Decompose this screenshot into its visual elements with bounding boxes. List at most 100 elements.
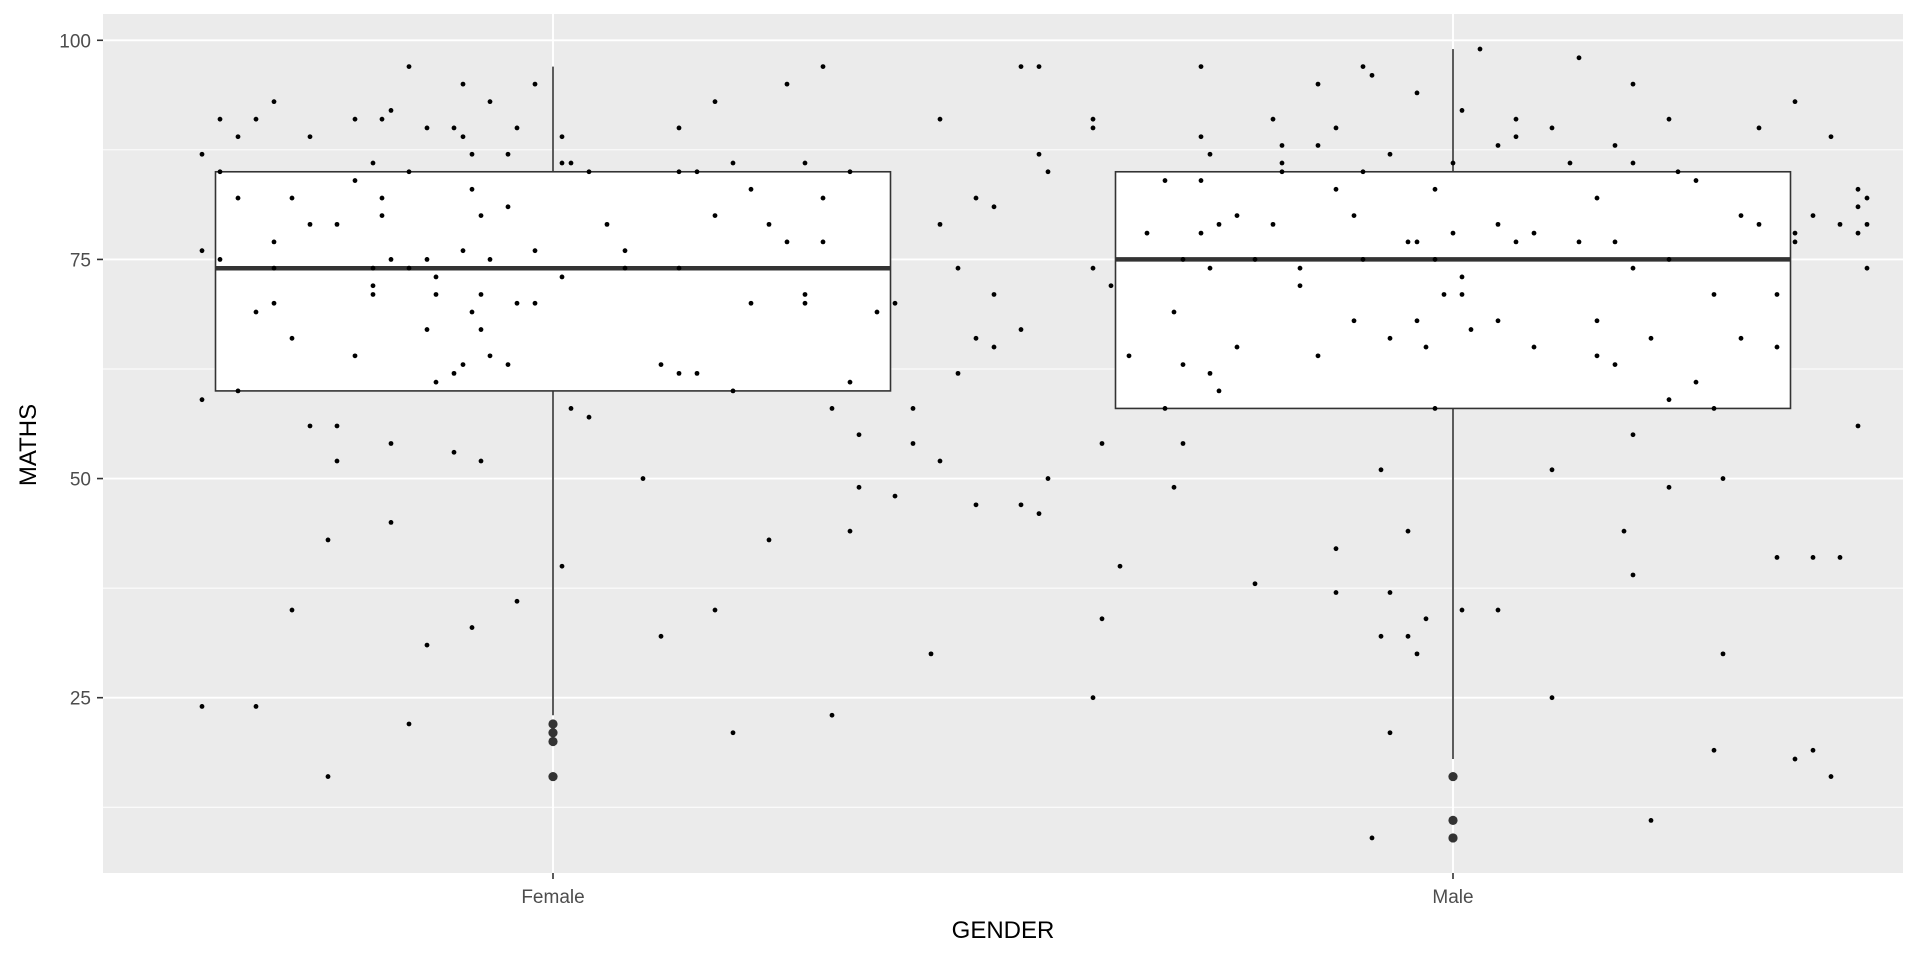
data-point [478,327,484,332]
data-point [217,257,223,262]
data-point [199,397,205,403]
data-point [829,406,835,411]
data-point [1090,125,1096,131]
data-point [1576,55,1582,61]
data-point [847,379,853,385]
data-point [1117,563,1123,569]
data-point [1387,151,1393,157]
data-point [892,493,898,499]
data-point [694,169,700,175]
data-point [307,221,313,227]
data-point [568,406,574,411]
data-point [1207,151,1213,157]
data-point [1333,125,1339,131]
data-point [712,213,718,219]
data-point [1297,283,1303,289]
data-point [379,195,385,201]
data-point [559,563,565,569]
data-point [307,423,313,429]
data-point [1351,213,1357,219]
data-point [460,134,466,140]
data-point [1360,64,1366,69]
data-point [604,221,610,227]
data-point [1513,134,1519,140]
data-point [1630,432,1636,438]
data-point [1351,318,1357,324]
data-point [694,370,700,376]
data-point [1855,204,1861,210]
data-point [217,116,223,122]
data-point [1432,186,1438,192]
data-point [514,300,520,306]
data-point [1045,169,1051,175]
data-point [1360,257,1366,262]
data-point [352,178,358,183]
data-point [1630,160,1636,166]
data-point [406,64,412,69]
data-point [1666,257,1672,262]
data-point [1756,221,1762,227]
axes: 25 50 75 100 Female Male [59,31,1473,908]
data-point [1441,292,1447,297]
data-point [1333,590,1339,595]
data-point [1414,90,1420,96]
data-point [955,370,961,376]
data-point [1549,467,1555,473]
data-point [622,265,628,271]
data-point [388,519,394,525]
data-point [1711,292,1717,297]
data-point [487,257,493,262]
data-point [469,625,475,630]
data-point [1369,72,1375,78]
data-point [802,292,808,297]
data-point [1198,134,1204,140]
data-point [289,607,295,613]
data-point [1774,292,1780,297]
data-point [1711,747,1717,753]
data-point [847,528,853,534]
outlier-point [548,736,558,747]
data-point [1531,230,1537,236]
data-point [1090,695,1096,701]
data-point [1630,265,1636,271]
outlier-point [1448,815,1458,826]
data-point [1612,239,1618,245]
data-point [1864,221,1870,227]
data-point [271,239,277,245]
data-point [1144,230,1150,236]
data-point [1099,441,1105,446]
y-tick-label: 75 [70,250,91,271]
x-tick-label: Female [521,887,584,908]
data-point [460,81,466,87]
data-point [1450,230,1456,236]
data-point [676,370,682,376]
data-point [1108,283,1114,289]
data-point [1792,99,1798,105]
data-point [1648,335,1654,341]
data-point [334,423,340,429]
data-point [532,300,538,306]
jitter-points [199,46,1870,841]
data-point [1792,230,1798,236]
data-point [388,108,394,113]
data-point [379,116,385,122]
data-point [1513,239,1519,245]
data-point [1855,186,1861,192]
data-point [1198,178,1204,183]
data-point [955,265,961,271]
data-point [1198,230,1204,236]
data-point [199,248,205,254]
data-point [253,309,259,315]
data-point [1513,116,1519,122]
data-point [1270,116,1276,122]
data-point [973,335,979,341]
data-point [1018,327,1024,332]
data-point [253,116,259,122]
data-point [352,353,358,359]
data-point [424,257,430,262]
data-point [802,160,808,166]
data-point [325,537,331,543]
data-point [874,309,880,315]
outlier-points [548,719,1458,843]
data-point [370,283,376,289]
